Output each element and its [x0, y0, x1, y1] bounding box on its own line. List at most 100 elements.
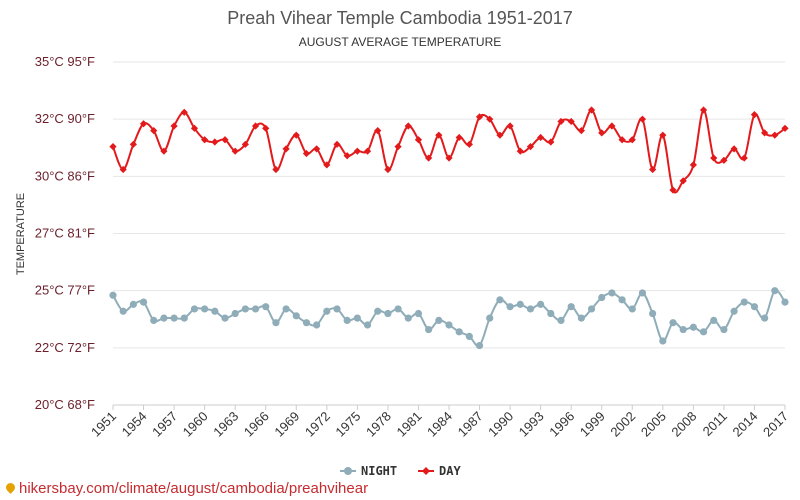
data-point[interactable]	[231, 147, 239, 155]
data-point[interactable]	[109, 143, 117, 151]
legend-item-night[interactable]: NIGHT	[340, 464, 397, 478]
data-point[interactable]	[333, 140, 341, 148]
data-point[interactable]	[363, 147, 372, 155]
data-point[interactable]	[384, 165, 392, 174]
data-point[interactable]	[282, 305, 290, 313]
data-point[interactable]	[526, 305, 535, 313]
data-point[interactable]	[170, 122, 178, 130]
data-point[interactable]	[679, 325, 687, 334]
data-point[interactable]	[241, 305, 249, 313]
data-point[interactable]	[109, 291, 117, 299]
data-point[interactable]	[689, 323, 697, 331]
data-point[interactable]	[547, 138, 555, 146]
data-point[interactable]	[730, 145, 738, 153]
data-point[interactable]	[313, 321, 321, 329]
data-point[interactable]	[425, 154, 433, 162]
data-point[interactable]	[496, 296, 504, 304]
data-point[interactable]	[445, 154, 453, 162]
data-point[interactable]	[567, 117, 575, 126]
data-point[interactable]	[302, 319, 311, 327]
data-point[interactable]	[129, 300, 137, 308]
data-point[interactable]	[201, 305, 209, 313]
data-point[interactable]	[669, 186, 677, 194]
data-point[interactable]	[649, 309, 657, 318]
data-point[interactable]	[251, 305, 260, 313]
data-point[interactable]	[537, 133, 545, 142]
data-point[interactable]	[139, 120, 148, 128]
data-point[interactable]	[302, 149, 311, 158]
legend-item-day[interactable]: DAY	[418, 464, 461, 478]
data-point[interactable]	[618, 296, 626, 304]
data-point[interactable]	[282, 145, 290, 153]
data-point[interactable]	[160, 147, 168, 155]
data-point[interactable]	[272, 319, 280, 327]
data-point[interactable]	[577, 314, 585, 322]
data-point[interactable]	[516, 300, 524, 308]
data-point[interactable]	[160, 314, 168, 322]
data-point[interactable]	[353, 314, 361, 322]
data-point[interactable]	[394, 305, 402, 313]
data-point[interactable]	[404, 122, 412, 130]
data-point[interactable]	[180, 108, 188, 116]
data-point[interactable]	[425, 325, 433, 334]
data-point[interactable]	[547, 309, 555, 318]
data-point[interactable]	[211, 138, 219, 146]
data-point[interactable]	[333, 305, 341, 313]
data-point[interactable]	[262, 303, 270, 311]
data-point[interactable]	[475, 341, 484, 350]
data-point[interactable]	[374, 307, 382, 315]
data-point[interactable]	[710, 154, 718, 162]
data-point[interactable]	[781, 298, 789, 306]
data-point[interactable]	[608, 289, 616, 297]
data-point[interactable]	[374, 127, 382, 135]
data-point[interactable]	[435, 316, 443, 324]
data-point[interactable]	[598, 129, 606, 137]
data-point[interactable]	[190, 305, 199, 313]
data-point[interactable]	[221, 136, 229, 144]
data-point[interactable]	[272, 165, 280, 174]
data-point[interactable]	[628, 136, 636, 144]
data-point[interactable]	[557, 316, 565, 324]
data-point[interactable]	[475, 113, 484, 121]
data-point[interactable]	[343, 316, 351, 324]
data-point[interactable]	[669, 319, 677, 327]
data-point[interactable]	[598, 293, 606, 302]
data-point[interactable]	[353, 147, 361, 155]
data-point[interactable]	[537, 300, 545, 308]
data-point[interactable]	[567, 303, 575, 311]
data-point[interactable]	[689, 161, 697, 169]
data-point[interactable]	[150, 127, 158, 135]
data-point[interactable]	[394, 143, 402, 151]
data-point[interactable]	[649, 165, 657, 174]
data-point[interactable]	[771, 287, 779, 295]
legend[interactable]: NIGHT DAY	[340, 464, 461, 478]
data-point[interactable]	[659, 131, 667, 139]
data-point[interactable]	[313, 145, 321, 153]
data-point[interactable]	[638, 115, 647, 123]
data-point[interactable]	[455, 328, 463, 336]
data-point[interactable]	[761, 129, 769, 137]
data-point[interactable]	[486, 115, 494, 123]
data-point[interactable]	[720, 325, 728, 334]
data-point[interactable]	[465, 332, 473, 340]
data-point[interactable]	[129, 140, 137, 148]
data-point[interactable]	[750, 110, 759, 119]
data-point[interactable]	[190, 124, 199, 132]
data-point[interactable]	[781, 124, 789, 132]
data-point[interactable]	[139, 298, 148, 306]
data-point[interactable]	[699, 328, 708, 336]
data-point[interactable]	[638, 289, 647, 297]
data-point[interactable]	[699, 106, 708, 114]
data-point[interactable]	[587, 305, 596, 313]
data-point[interactable]	[180, 314, 188, 322]
data-point[interactable]	[119, 307, 127, 315]
data-point[interactable]	[526, 143, 535, 151]
data-point[interactable]	[262, 124, 270, 132]
data-point[interactable]	[170, 314, 178, 322]
data-point[interactable]	[608, 122, 616, 130]
data-point[interactable]	[557, 117, 565, 126]
data-point[interactable]	[628, 305, 636, 313]
source-watermark[interactable]: hikersbay.com/climate/august/cambodia/pr…	[4, 480, 368, 497]
data-point[interactable]	[292, 312, 300, 320]
data-point[interactable]	[679, 177, 687, 185]
